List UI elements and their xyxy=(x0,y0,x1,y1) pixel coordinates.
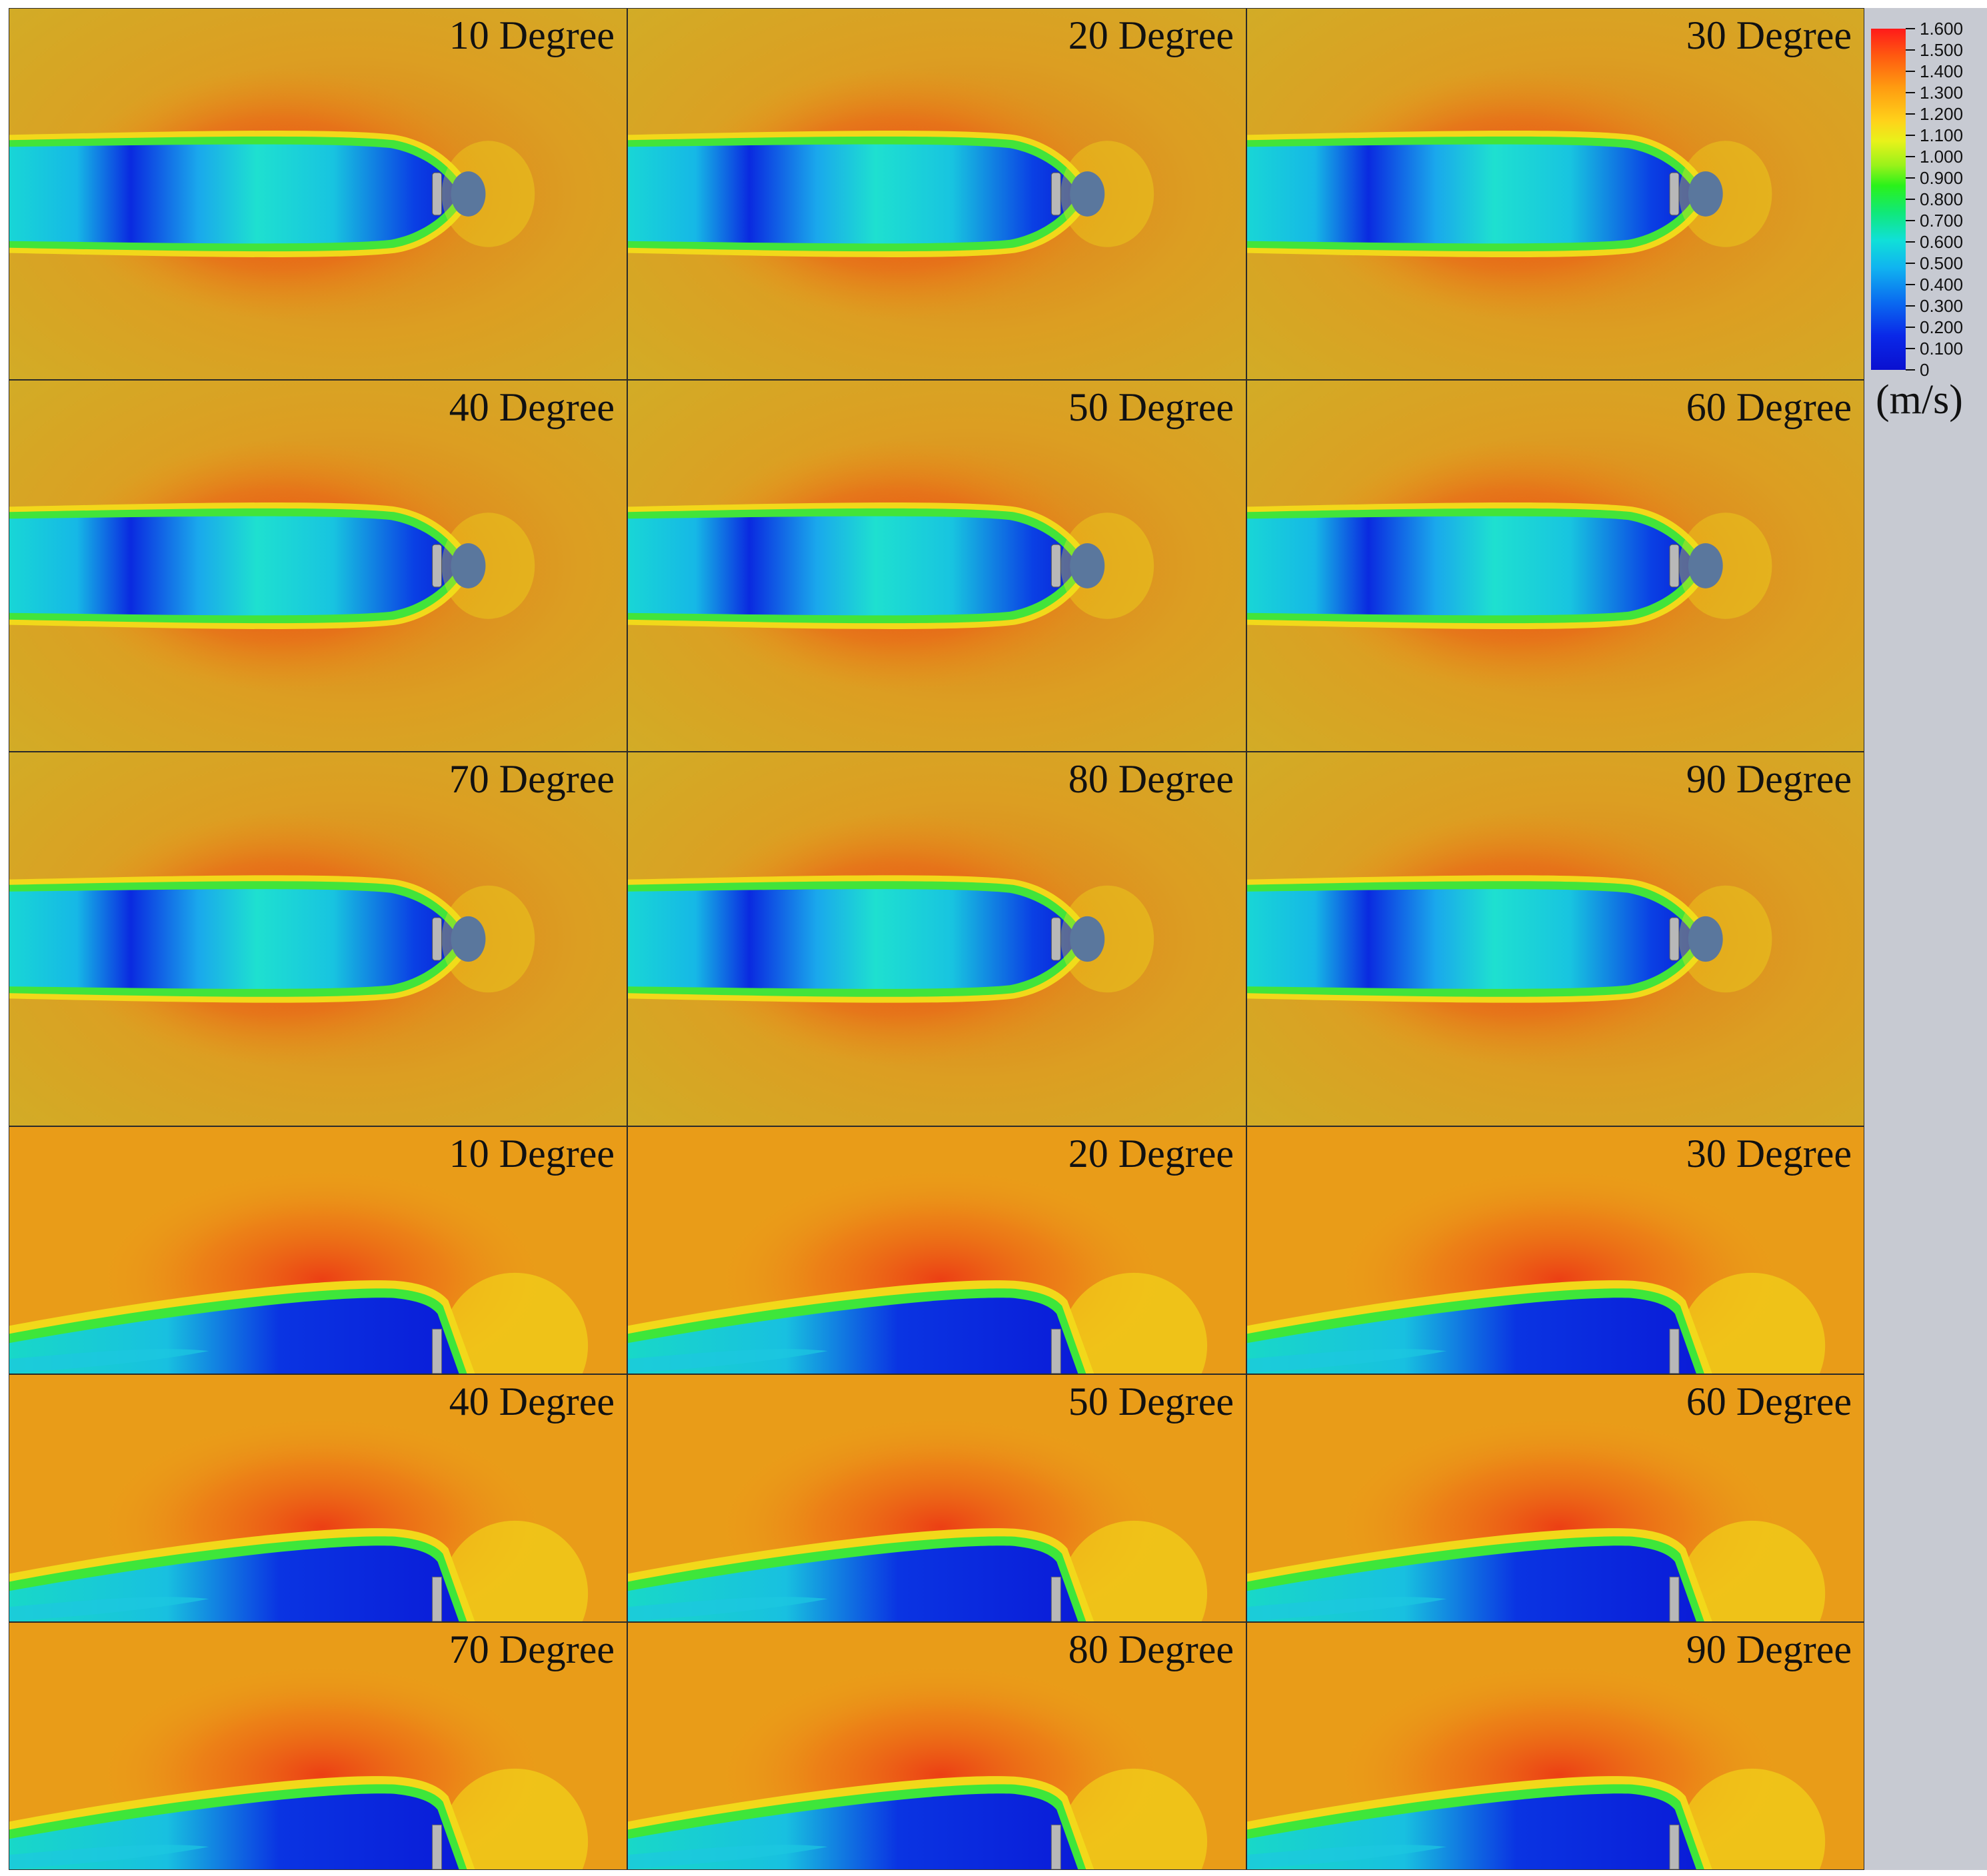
colorbar-tick-label: 0.300 xyxy=(1920,296,1964,316)
panel-angle-label: 10 Degree xyxy=(449,13,615,57)
colorbar-tick-label: 0.800 xyxy=(1920,189,1964,209)
velocity-contour-plot xyxy=(628,1375,1246,1621)
panel-angle-label: 20 Degree xyxy=(1068,1132,1234,1176)
velocity-contour-plot xyxy=(9,1375,627,1621)
panel-angle-label: 60 Degree xyxy=(1686,385,1852,429)
panel-angle-label: 80 Degree xyxy=(1068,1627,1234,1671)
bottom-contour-panel: 40 Degree xyxy=(9,1374,627,1622)
colorbar-tick-mark xyxy=(1906,92,1915,93)
colorbar-tick-mark xyxy=(1906,369,1915,371)
velocity-contour-plot xyxy=(9,1127,627,1374)
panel-angle-label: 40 Degree xyxy=(449,1380,615,1423)
bottom-contour-panel: 70 Degree xyxy=(9,1622,627,1870)
colorbar-tick-mark xyxy=(1906,177,1915,179)
top-contour-panel: 30 Degree xyxy=(1246,8,1864,380)
panel-angle-label: 50 Degree xyxy=(1068,385,1234,429)
colorbar-tick-mark xyxy=(1906,220,1915,221)
colorbar-tick-mark xyxy=(1906,327,1915,328)
colorbar-tick-label: 1.600 xyxy=(1920,19,1964,39)
colorbar-tick-label: 1.000 xyxy=(1920,147,1964,167)
velocity-contour-plot xyxy=(628,1623,1246,1869)
velocity-contour-plot xyxy=(1247,1127,1864,1374)
velocity-contour-plot xyxy=(628,9,1246,379)
top-contour-panel: 70 Degree xyxy=(9,752,627,1126)
contour-panel-grid: 10 Degree xyxy=(9,8,1864,1870)
panel-angle-label: 70 Degree xyxy=(449,1627,615,1671)
panel-angle-label: 80 Degree xyxy=(1068,757,1234,801)
colorbar-tick-label: 0.700 xyxy=(1920,211,1964,231)
colorbar-tick-mark xyxy=(1906,113,1915,115)
colorbar-tick-label: 0.400 xyxy=(1920,275,1964,295)
colorbar-tick-mark xyxy=(1906,241,1915,243)
colorbar-tick-label: 0.100 xyxy=(1920,339,1964,359)
colorbar-tick-mark xyxy=(1906,156,1915,157)
velocity-colorbar xyxy=(1871,29,1906,370)
colorbar-tick-mark xyxy=(1906,199,1915,200)
top-contour-panel: 60 Degree xyxy=(1246,380,1864,752)
velocity-contour-plot xyxy=(628,752,1246,1126)
bottom-contour-panel: 80 Degree xyxy=(627,1622,1246,1870)
bottom-contour-panel: 60 Degree xyxy=(1246,1374,1864,1622)
panel-angle-label: 30 Degree xyxy=(1686,13,1852,57)
velocity-contour-plot xyxy=(9,1623,627,1869)
colorbar-tick-label: 0.500 xyxy=(1920,253,1964,273)
bottom-contour-panel: 20 Degree xyxy=(627,1126,1246,1374)
colorbar-tick-label: 1.500 xyxy=(1920,40,1964,60)
bottom-contour-panel: 90 Degree xyxy=(1246,1622,1864,1870)
velocity-contour-plot xyxy=(9,381,627,751)
panel-angle-label: 70 Degree xyxy=(449,757,615,801)
colorbar-tick-mark xyxy=(1906,284,1915,285)
top-contour-panel: 20 Degree xyxy=(627,8,1246,380)
colorbar-tick-mark xyxy=(1906,348,1915,349)
velocity-contour-plot xyxy=(1247,752,1864,1126)
colorbar-tick-label: 0.900 xyxy=(1920,168,1964,188)
top-contour-panel: 40 Degree xyxy=(9,380,627,752)
velocity-contour-plot xyxy=(628,381,1246,751)
colorbar-tick-mark xyxy=(1906,49,1915,51)
colorbar-tick-mark xyxy=(1906,135,1915,136)
panel-angle-label: 90 Degree xyxy=(1686,1627,1852,1671)
velocity-contour-plot xyxy=(9,9,627,379)
colorbar-unit-label: (m/s) xyxy=(1876,377,1963,423)
colorbar-tick-label: 1.200 xyxy=(1920,104,1964,124)
velocity-contour-plot xyxy=(1247,381,1864,751)
top-contour-panel: 80 Degree xyxy=(627,752,1246,1126)
panel-angle-label: 60 Degree xyxy=(1686,1380,1852,1423)
panel-angle-label: 30 Degree xyxy=(1686,1132,1852,1176)
velocity-contour-plot xyxy=(9,752,627,1126)
panel-angle-label: 50 Degree xyxy=(1068,1380,1234,1423)
colorbar-tick-mark xyxy=(1906,71,1915,72)
colorbar-tick-label: 0 xyxy=(1920,360,1930,380)
velocity-contour-plot xyxy=(1247,1623,1864,1869)
velocity-contour-plot xyxy=(628,1127,1246,1374)
velocity-contour-plot xyxy=(1247,9,1864,379)
panel-angle-label: 40 Degree xyxy=(449,385,615,429)
bottom-contour-panel: 30 Degree xyxy=(1246,1126,1864,1374)
panel-angle-label: 90 Degree xyxy=(1686,757,1852,801)
colorbar-tick-label: 1.400 xyxy=(1920,61,1964,81)
colorbar-tick-mark xyxy=(1906,28,1915,29)
colorbar-tick-label: 0.200 xyxy=(1920,317,1964,337)
top-contour-panel: 50 Degree xyxy=(627,380,1246,752)
panel-angle-label: 20 Degree xyxy=(1068,13,1234,57)
bottom-contour-panel: 50 Degree xyxy=(627,1374,1246,1622)
colorbar-tick-mark xyxy=(1906,305,1915,307)
top-contour-panel: 90 Degree xyxy=(1246,752,1864,1126)
colorbar-tick-mark xyxy=(1906,263,1915,264)
colorbar-tick-label: 1.300 xyxy=(1920,83,1964,103)
colorbar-tick-label: 0.600 xyxy=(1920,232,1964,252)
velocity-contour-plot xyxy=(1247,1375,1864,1621)
bottom-contour-panel: 10 Degree xyxy=(9,1126,627,1374)
panel-angle-label: 10 Degree xyxy=(449,1132,615,1176)
top-contour-panel: 10 Degree xyxy=(9,8,627,380)
colorbar-tick-label: 1.100 xyxy=(1920,125,1964,145)
